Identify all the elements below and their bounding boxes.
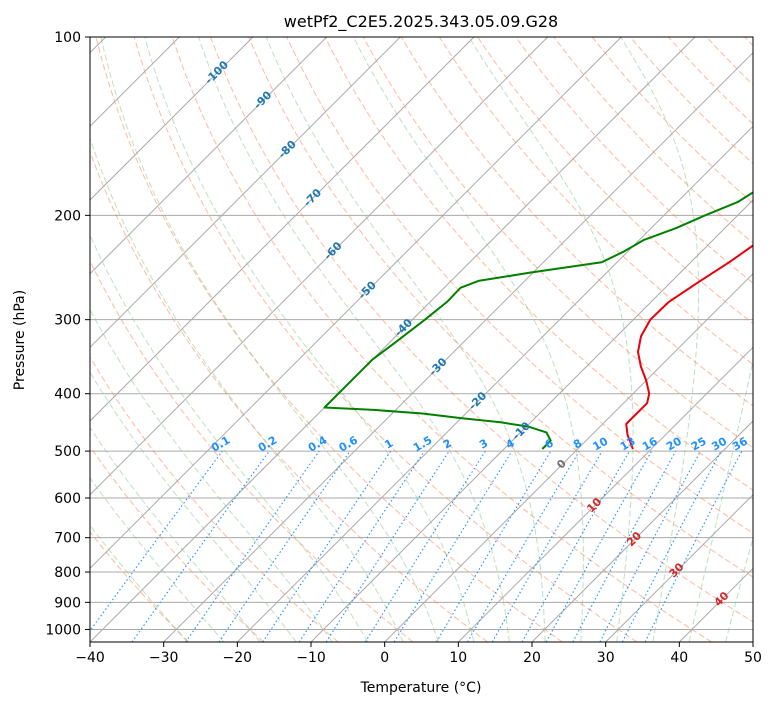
isotherm-line xyxy=(384,272,753,642)
moist-adiabat xyxy=(100,37,439,642)
pressure-gridlines xyxy=(90,37,753,630)
mixing-ratio-line xyxy=(521,450,630,642)
plot-frame xyxy=(89,36,754,643)
temperature-line xyxy=(625,244,753,450)
x-axis: −40 −30 −20 −10 0 10 20 30 40 50 xyxy=(75,642,762,666)
y-tick-label: 300 xyxy=(54,313,81,329)
y-tick-label: 500 xyxy=(54,444,81,460)
y-axis-label: Pressure (hPa) xyxy=(12,290,28,390)
y-tick-label: 200 xyxy=(54,208,81,224)
isotherms xyxy=(90,37,753,642)
mixing-ratio-line xyxy=(545,450,653,642)
dry-adiabat xyxy=(286,37,753,534)
x-tick-label: −10 xyxy=(296,650,326,666)
y-tick-label: 600 xyxy=(54,491,81,507)
dry-adiabat xyxy=(90,531,190,642)
moist-adiabat xyxy=(688,358,753,642)
plot-area: 0.1 0.2 0.4 0.6 1 1.5 2 3 4 6 8 10 13 16 20 25 30 36-100-… xyxy=(90,37,753,642)
moist-adiabat xyxy=(90,233,369,642)
isotherm-line xyxy=(605,493,753,642)
mixing-ratio-line xyxy=(364,450,486,642)
isotherm-line xyxy=(236,125,753,642)
isotherm-line xyxy=(90,37,622,570)
y-tick-label: 100 xyxy=(54,30,81,46)
mixing-ratio-line xyxy=(131,450,270,642)
y-tick-label: 800 xyxy=(54,565,81,581)
dry-adiabat xyxy=(438,37,753,365)
moist-adiabat xyxy=(90,426,261,642)
mixing-ratio-lines xyxy=(90,450,743,642)
moist-adiabat xyxy=(90,371,297,642)
y-tick-label: 400 xyxy=(54,387,81,403)
moist-adiabat xyxy=(265,37,546,642)
moist-adiabat xyxy=(144,37,475,642)
x-tick-label: 0 xyxy=(380,650,389,666)
x-axis-label: Temperature (°C) xyxy=(360,680,482,696)
mixing-ratio-line xyxy=(572,450,677,642)
chart-title: wetPf2_C2E5.2025.343.05.09.G28 xyxy=(284,12,558,32)
isotherm-line xyxy=(457,346,753,642)
isotherm-line xyxy=(531,420,753,642)
mixing-ratio-line xyxy=(467,450,580,642)
x-tick-label: 20 xyxy=(523,650,541,666)
dewpoint-line xyxy=(323,191,753,450)
dry-adiabat xyxy=(210,37,753,623)
isotherm-line xyxy=(90,37,475,422)
isotherm-line xyxy=(163,51,753,642)
moist-adiabat xyxy=(90,136,404,642)
x-tick-label: −20 xyxy=(223,650,253,666)
x-tick-label: −40 xyxy=(75,650,105,666)
isotherm-line xyxy=(90,37,549,496)
mixing-ratio-line xyxy=(90,450,223,632)
dry-adiabat xyxy=(133,37,638,642)
dry-adiabat xyxy=(90,355,339,642)
mixing-ratio-line xyxy=(491,450,603,642)
dry-adiabat xyxy=(324,37,753,491)
mixing-ratio-line xyxy=(393,450,513,642)
dry-adiabat xyxy=(400,37,753,407)
moist-adiabat xyxy=(90,477,225,642)
moist-adiabat xyxy=(90,524,188,642)
x-tick-label: 30 xyxy=(597,650,615,666)
x-tick-label: 50 xyxy=(744,650,762,666)
dry-adiabat xyxy=(515,37,753,284)
dry-adiabat xyxy=(629,37,753,165)
isotherm-line xyxy=(90,37,696,642)
isotherm-line xyxy=(90,37,254,201)
x-tick-label: −30 xyxy=(149,650,179,666)
dry-adiabat xyxy=(248,37,753,578)
y-tick-label: 900 xyxy=(54,595,81,611)
y-tick-label: 1000 xyxy=(45,622,81,638)
mixing-ratio-line xyxy=(435,450,552,642)
y-axis: 100 200 300 400 500 600 700 800 900 1000 xyxy=(45,30,90,638)
moist-adiabat xyxy=(198,37,510,642)
mixing-ratio-line xyxy=(325,450,450,642)
dry-adiabat xyxy=(477,37,753,325)
mixing-ratio-line xyxy=(218,450,351,642)
y-tick-label: 700 xyxy=(54,531,81,547)
isotherm-line xyxy=(310,199,753,642)
isotherm-line xyxy=(90,37,401,349)
profile-series xyxy=(323,191,753,450)
isotherm-line xyxy=(90,37,328,275)
moist-adiabat xyxy=(353,37,584,642)
dry-adiabat xyxy=(90,150,488,642)
x-tick-label: 10 xyxy=(449,650,467,666)
dry-adiabat xyxy=(553,37,753,244)
mixing-ratio-line xyxy=(185,450,320,642)
x-tick-label: 40 xyxy=(670,650,688,666)
dry-adiabat xyxy=(591,37,753,204)
